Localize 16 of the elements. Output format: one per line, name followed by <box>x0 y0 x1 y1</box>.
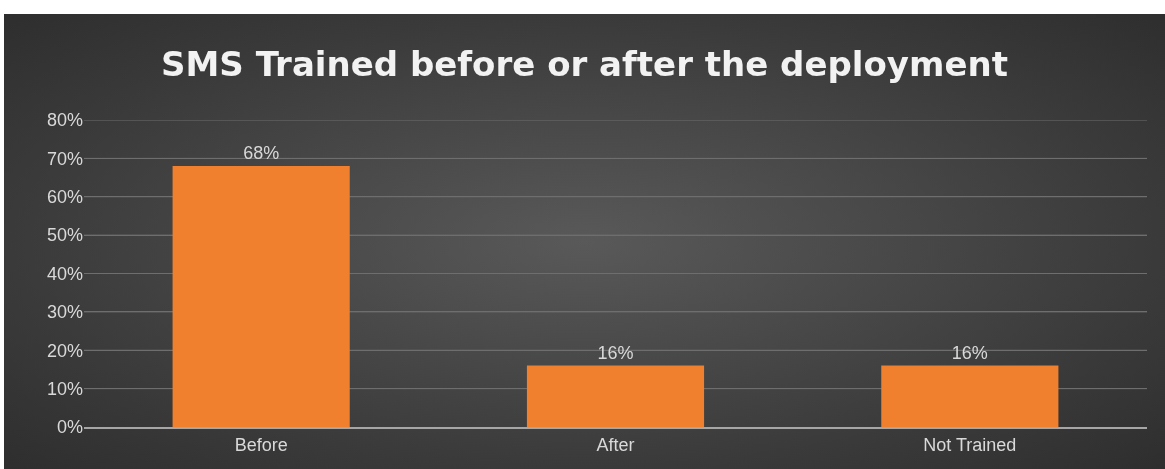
x-tick-label: Not Trained <box>923 434 1017 455</box>
y-tick-label: 10% <box>46 378 83 399</box>
x-tick-label: After <box>596 434 635 455</box>
y-tick-label: 50% <box>46 225 83 246</box>
x-tick-label: Before <box>234 434 288 455</box>
data-label: 16% <box>951 342 988 363</box>
y-tick-label: 30% <box>46 302 83 323</box>
y-tick-label: 20% <box>46 340 83 361</box>
y-tick-label: 40% <box>46 263 83 284</box>
chart-title: SMS Trained before or after the deployment <box>161 43 1008 84</box>
y-tick-label: 60% <box>46 187 83 208</box>
y-tick-label: 0% <box>56 417 83 438</box>
data-label: 68% <box>243 143 280 164</box>
data-label: 16% <box>597 342 634 363</box>
y-tick-label: 80% <box>46 110 83 131</box>
y-tick-label: 70% <box>46 148 83 169</box>
